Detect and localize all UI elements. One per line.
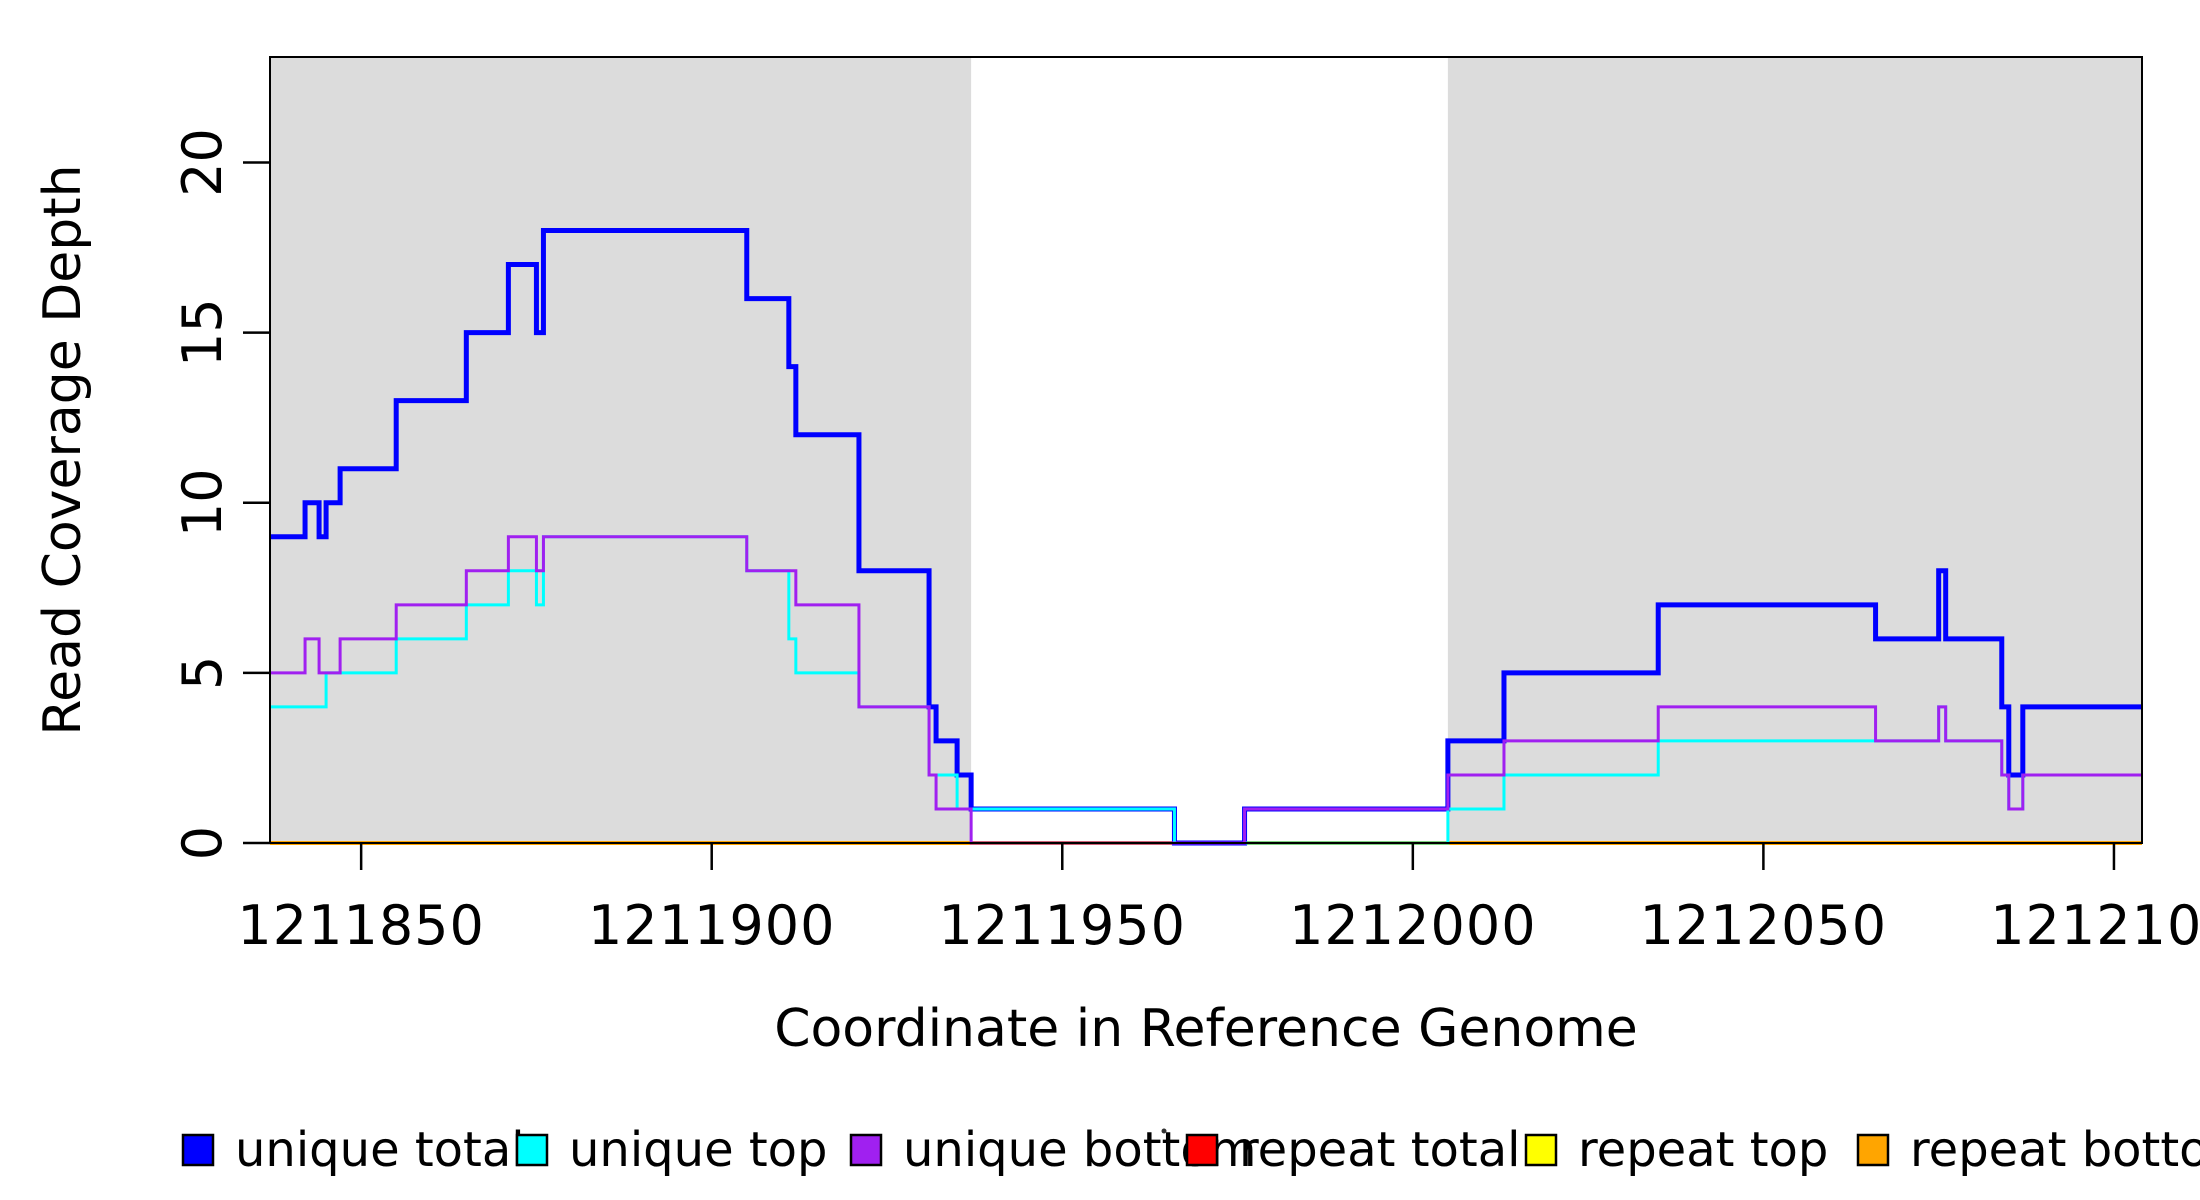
series-line-unique-bottom bbox=[270, 535, 2142, 845]
legend-swatch-repeat-total bbox=[1185, 1133, 1219, 1167]
legend-swatch-unique-total bbox=[181, 1133, 215, 1167]
legend-label-unique-top: unique top bbox=[569, 1122, 828, 1178]
x-tick-label: 1212000 bbox=[1289, 894, 1537, 957]
legend-swatch-unique-bottom bbox=[849, 1133, 883, 1167]
legend-swatch-repeat-top bbox=[1524, 1133, 1558, 1167]
legend-label-repeat-bottom: repeat bottom bbox=[1910, 1122, 2200, 1178]
legend-swatch-repeat-bottom bbox=[1856, 1133, 1890, 1167]
x-axis-title: Coordinate in Reference Genome bbox=[774, 999, 1638, 1059]
left-gray-region bbox=[270, 57, 972, 843]
y-tick-label: 15 bbox=[171, 298, 234, 367]
right-gray-region bbox=[1447, 57, 2142, 843]
x-tick-label: 1212050 bbox=[1640, 894, 1888, 957]
legend-label-repeat-top: repeat top bbox=[1578, 1122, 1828, 1178]
series-line-unique-total bbox=[270, 228, 2142, 846]
legend-swatch-unique-top bbox=[515, 1133, 549, 1167]
plot-box bbox=[269, 56, 2143, 844]
y-axis-title: Read Coverage Depth bbox=[33, 164, 93, 735]
y-tick-label: 0 bbox=[171, 826, 234, 860]
x-tick-label: 1211900 bbox=[588, 894, 836, 957]
y-tick-label: 5 bbox=[171, 656, 234, 690]
x-tick-label: 1211950 bbox=[939, 894, 1187, 957]
y-tick-label: 20 bbox=[171, 128, 234, 197]
legend-label-unique-total: unique total bbox=[235, 1122, 525, 1178]
y-tick-label: 10 bbox=[171, 468, 234, 537]
stray-dot-artifact bbox=[1161, 1128, 1167, 1134]
legend-label-repeat-total: repeat total bbox=[1239, 1122, 1520, 1178]
x-tick-label: 1211850 bbox=[237, 894, 485, 957]
